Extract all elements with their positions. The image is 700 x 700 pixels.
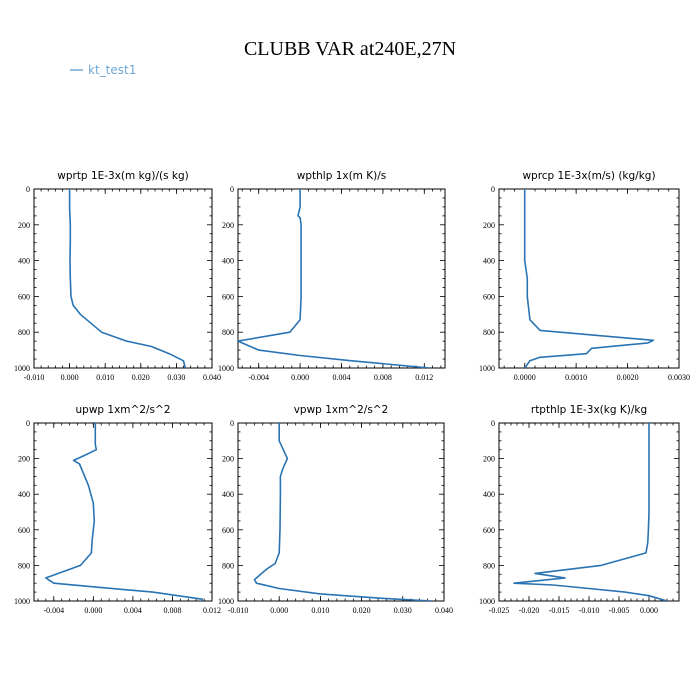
panel-title: wprcp 1E-3x(m/s) (kg/kg)	[522, 170, 655, 182]
x-tick-label: 0.004	[124, 606, 142, 615]
y-tick-label: 800	[222, 328, 234, 337]
y-tick-label: 600	[18, 292, 30, 301]
y-tick-label: 0	[491, 419, 495, 428]
panel-title: wpthlp 1x(m K)/s	[297, 170, 387, 182]
y-tick-label: 800	[483, 328, 495, 337]
x-tick-label: 0.040	[435, 606, 453, 615]
x-tick-label: -0.020	[519, 606, 540, 615]
panel-4: upwp 1xm^2/s^2 0 200 400 600 800 1000 -0.004 0.0…	[14, 404, 221, 615]
y-tick-label: 800	[222, 561, 234, 570]
y-tick-label: 800	[483, 561, 495, 570]
x-tick-label: 0.000	[640, 606, 658, 615]
y-tick-label: 400	[18, 490, 30, 499]
x-tick-label: 0.000	[270, 606, 288, 615]
panel-1: wprtp 1E-3x(m kg)/(s kg) 0 200 400 600 800 100…	[14, 170, 221, 382]
x-tick-label: -0.015	[549, 606, 570, 615]
legend-label: kt_test1	[88, 63, 136, 77]
x-tick-label: 0.012	[415, 373, 433, 382]
panel-title: rtpthlp 1E-3x(kg K)/kg	[531, 404, 647, 416]
y-tick-label: 800	[18, 561, 30, 570]
panel-5: vpwp 1xm^2/s^2 0 200 400 600 800 1000-0.010 0.0…	[218, 404, 453, 615]
panel-title: wprtp 1E-3x(m kg)/(s kg)	[57, 170, 188, 182]
panel-title: upwp 1xm^2/s^2	[76, 404, 171, 416]
y-tick-label: 1000	[479, 364, 495, 373]
x-tick-label: 0.000	[291, 373, 309, 382]
x-tick-label: 0.010	[96, 373, 114, 382]
x-tick-label: 0.008	[163, 606, 181, 615]
x-tick-label: 0.012	[203, 606, 221, 615]
x-tick-label: 0.000	[61, 373, 79, 382]
y-tick-label: 1000	[14, 597, 30, 606]
x-tick-label: 0.020	[132, 373, 150, 382]
panel-3: wprcp 1E-3x(m/s) (kg/kg) 0 200 400 600 800 100…	[479, 170, 690, 382]
y-tick-label: 200	[18, 455, 30, 464]
figure-title: CLUBB VAR at240E,27N	[244, 38, 456, 60]
y-tick-label: 0	[26, 419, 30, 428]
y-tick-label: 200	[483, 221, 495, 230]
y-tick-label: 1000	[218, 597, 234, 606]
x-tick-label: 0.0010	[565, 373, 587, 382]
y-tick-label: 400	[222, 490, 234, 499]
y-tick-label: 0	[230, 185, 234, 194]
series-line-kt_test1	[68, 189, 187, 368]
y-tick-label: 600	[18, 526, 30, 535]
x-tick-label: 0.004	[333, 373, 351, 382]
y-tick-label: 200	[222, 221, 234, 230]
y-tick-label: 800	[18, 328, 30, 337]
y-tick-label: 600	[222, 292, 234, 301]
x-tick-label: 0.010	[311, 606, 329, 615]
y-tick-label: 400	[222, 257, 234, 266]
axes-frame	[33, 422, 213, 602]
x-tick-label: 0.0030	[668, 373, 690, 382]
y-tick-label: 200	[222, 455, 234, 464]
axes-frame	[237, 188, 446, 369]
x-tick-label: -0.010	[228, 606, 249, 615]
x-tick-label: 0.040	[203, 373, 221, 382]
y-tick-label: 1000	[479, 597, 495, 606]
series-line-kt_test1	[45, 423, 203, 601]
legend: kt_test1	[70, 63, 136, 77]
x-tick-label: -0.004	[248, 373, 269, 382]
x-tick-label: -0.005	[609, 606, 630, 615]
panel-6: rtpthlp 1E-3x(kg K)/kg02004006008001000-…	[479, 404, 680, 615]
x-tick-label: -0.010	[579, 606, 600, 615]
series-line-kt_test1	[513, 423, 668, 601]
y-tick-label: 0	[230, 419, 234, 428]
x-tick-label: 0.020	[353, 606, 371, 615]
y-tick-label: 600	[483, 292, 495, 301]
x-tick-label: -0.025	[489, 606, 510, 615]
axes-frame	[237, 422, 445, 602]
y-tick-label: 600	[222, 526, 234, 535]
y-tick-label: 1000	[14, 364, 30, 373]
axes-frame	[33, 188, 213, 369]
y-tick-label: 400	[483, 490, 495, 499]
x-tick-label: -0.004	[43, 606, 64, 615]
panel-2: wpthlp 1x(m K)/s 0 200 400 600 800 1000 -0.004 0…	[218, 170, 446, 382]
x-tick-label: 0.008	[374, 373, 392, 382]
axes-frame	[498, 422, 680, 602]
y-tick-label: 0	[491, 185, 495, 194]
x-tick-label: 0.0020	[617, 373, 639, 382]
panel-title: vpwp 1xm^2/s^2	[294, 404, 389, 416]
series-line-kt_test1	[523, 189, 655, 368]
y-tick-label: 400	[483, 257, 495, 266]
x-tick-label: 0.030	[394, 606, 412, 615]
x-tick-label: 0.030	[167, 373, 185, 382]
x-tick-label: 0.000	[84, 606, 102, 615]
series-line-kt_test1	[253, 423, 432, 601]
y-tick-label: 400	[18, 257, 30, 266]
y-tick-label: 200	[483, 455, 495, 464]
y-tick-label: 600	[483, 526, 495, 535]
y-tick-label: 200	[18, 221, 30, 230]
x-tick-label: -0.010	[24, 373, 45, 382]
y-tick-label: 0	[26, 185, 30, 194]
x-tick-label: 0.0000	[514, 373, 536, 382]
panels: wprtp 1E-3x(m kg)/(s kg) 0 200 400 600 800 100…	[14, 170, 690, 615]
y-tick-label: 1000	[218, 364, 234, 373]
series-line-kt_test1	[238, 189, 430, 368]
